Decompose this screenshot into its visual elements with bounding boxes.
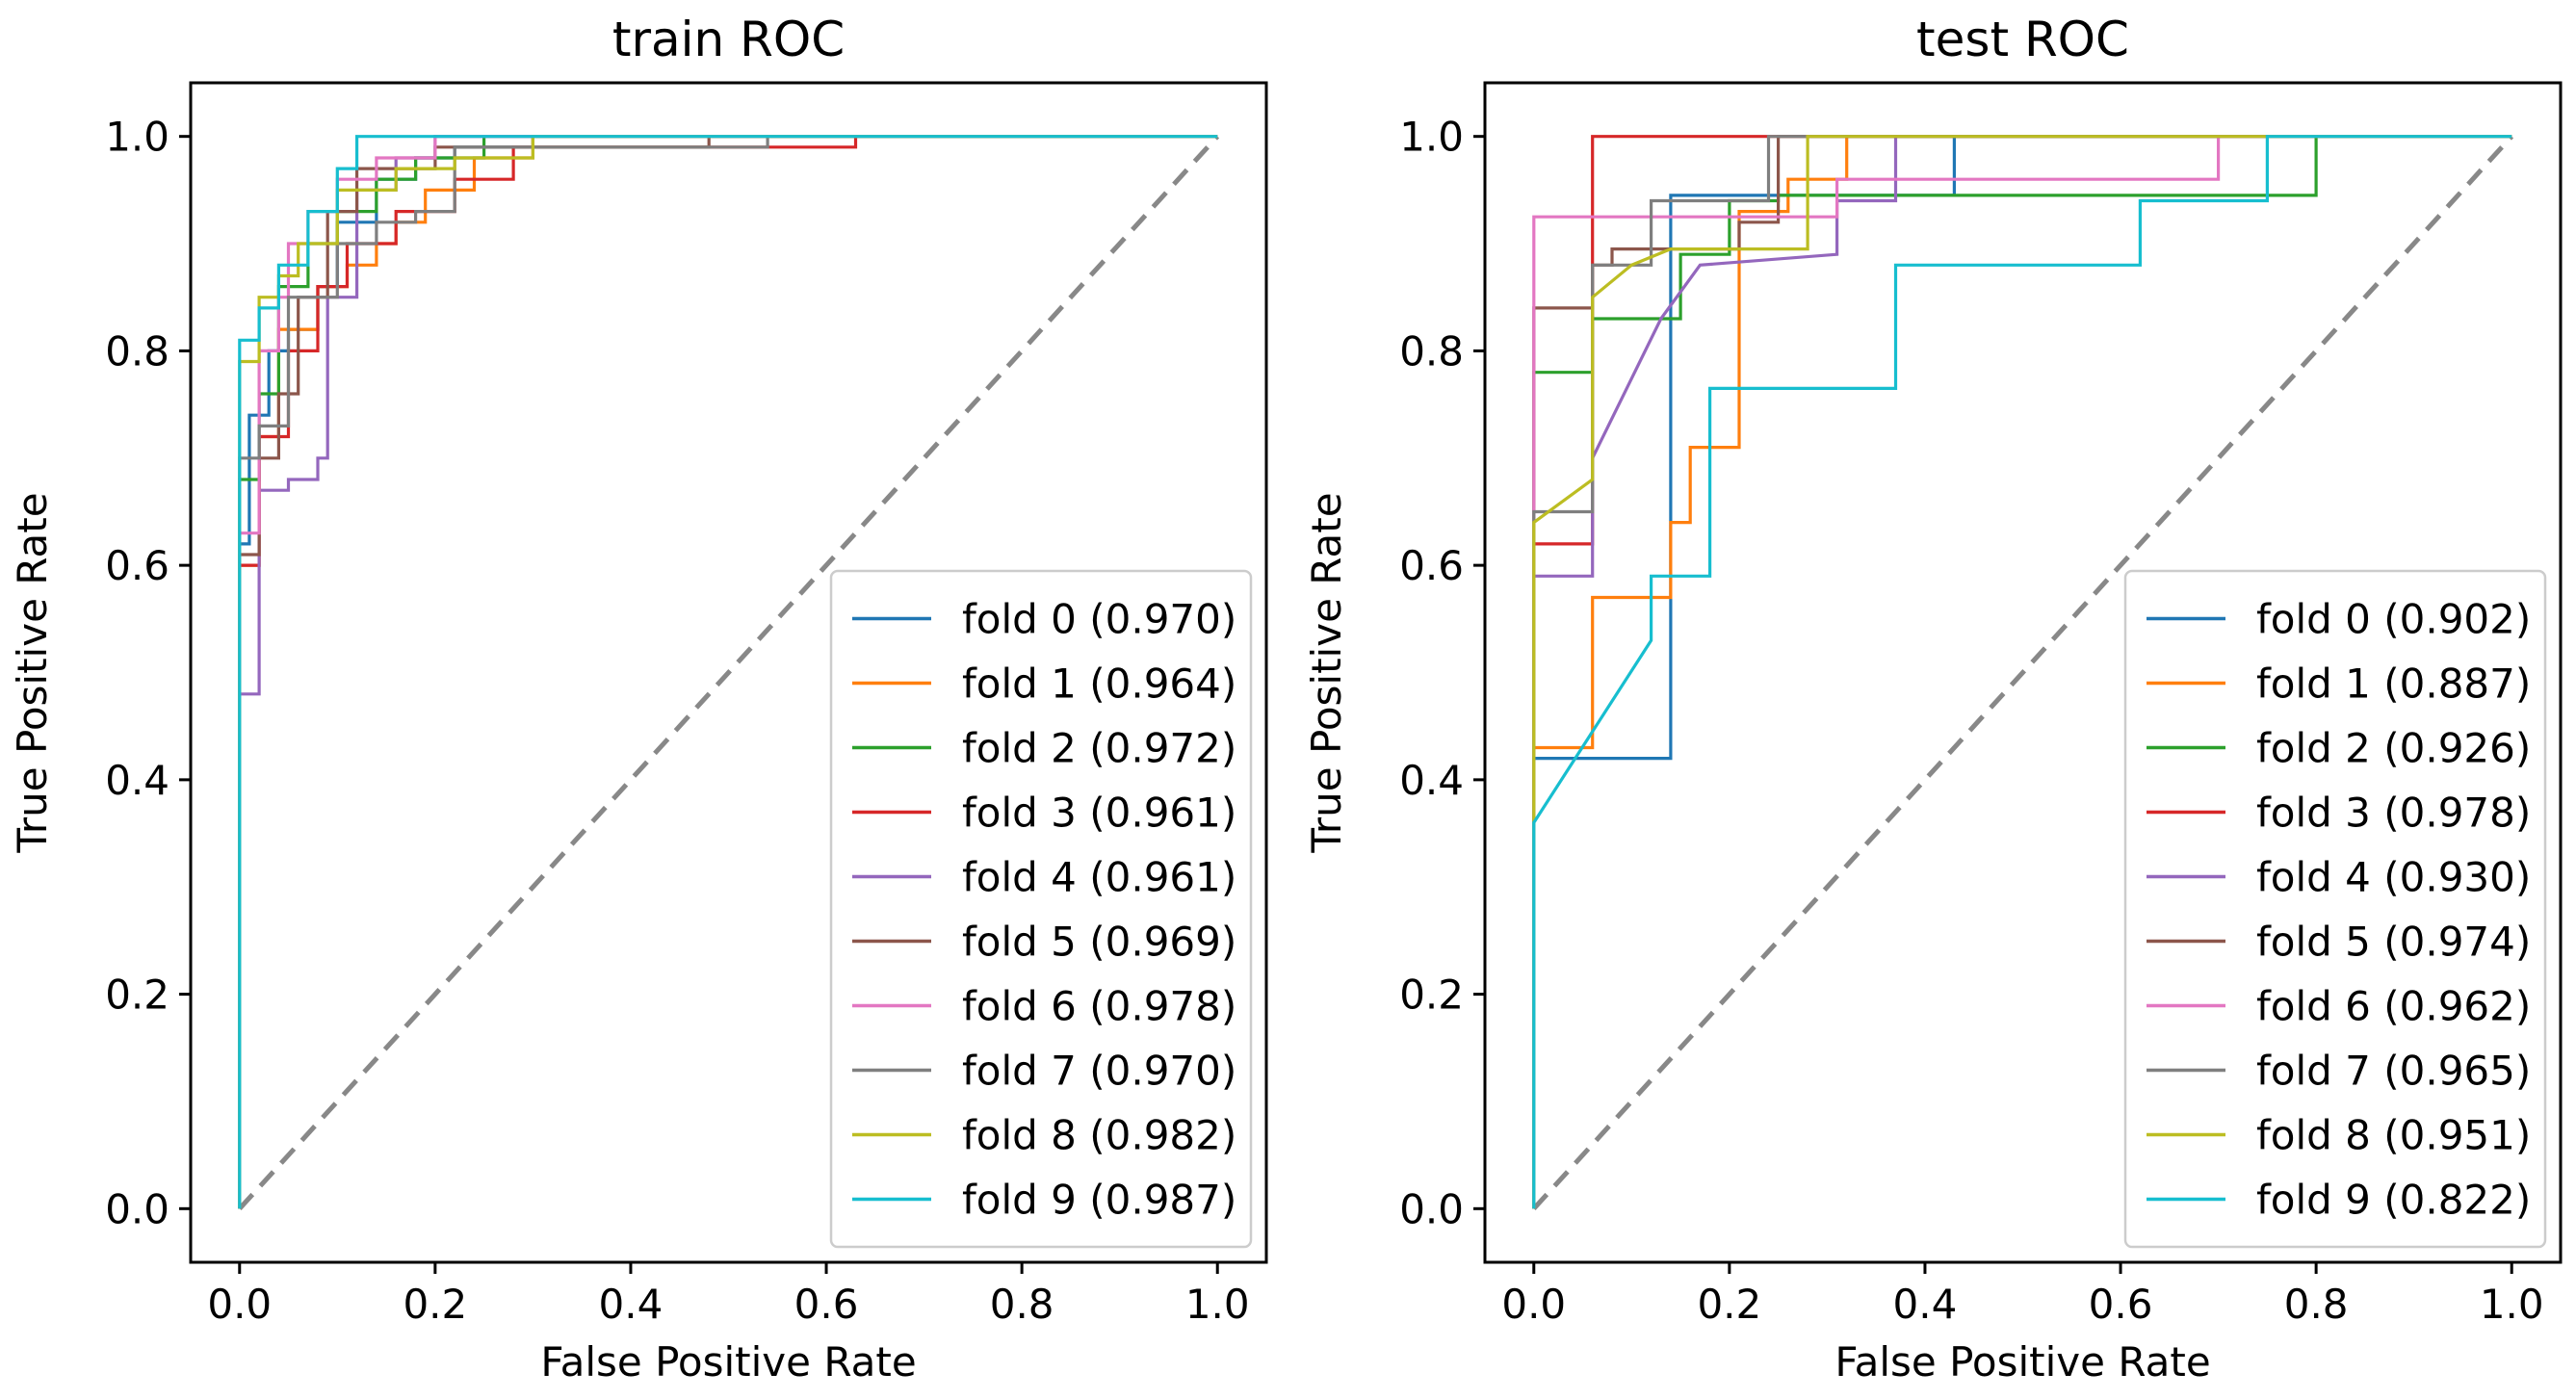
y-tick-label: 0.4: [1399, 757, 1464, 804]
x-tick-label: 1.0: [1185, 1281, 1250, 1328]
x-axis-label: False Positive Rate: [540, 1338, 916, 1386]
x-tick-label: 0.2: [403, 1281, 467, 1328]
chance-diagonal: [1531, 134, 2514, 1211]
x-axis-label: False Positive Rate: [1834, 1338, 2210, 1386]
roc-line-fold-9: [1532, 135, 2512, 1209]
legend-label: fold 1 (0.964): [962, 661, 1236, 708]
legend-label: fold 1 (0.887): [2256, 661, 2531, 708]
chance-diagonal: [237, 134, 1220, 1211]
y-tick-label: 0.6: [105, 542, 169, 589]
legend-label: fold 8 (0.951): [2256, 1112, 2531, 1159]
y-tick-label: 0.8: [1399, 327, 1464, 375]
x-tick-label: 1.0: [2480, 1281, 2544, 1328]
legend-label: fold 2 (0.972): [962, 725, 1236, 772]
y-axis-label: True Positive Rate: [1303, 492, 1350, 853]
plot-frame: [1483, 81, 2563, 1264]
roc-line-fold-9: [238, 135, 1218, 1209]
y-tick-label: 0.4: [105, 757, 169, 804]
legend-label: fold 2 (0.926): [2256, 725, 2531, 772]
train-roc-chart: train ROC 0.0 0.2 0.4 0.6 0.8 1.0 0.0 0.2 0.4 0.6 0…: [9, 12, 1268, 1386]
legend-label: fold 7 (0.965): [2256, 1048, 2531, 1095]
x-tick-label: 0.6: [794, 1281, 859, 1328]
legend-box: [829, 569, 1253, 1249]
roc-line-fold-5: [1532, 135, 2512, 1209]
x-tick-label: 0.0: [1501, 1281, 1566, 1328]
plot-frame: [189, 81, 1268, 1264]
legend-label: fold 4 (0.930): [2256, 854, 2531, 901]
legend-label: fold 0 (0.902): [2256, 596, 2531, 643]
legend-label: fold 5 (0.969): [962, 919, 1236, 966]
legend-label: fold 5 (0.974): [2256, 919, 2531, 966]
y-tick-label: 0.6: [1399, 542, 1464, 589]
legend-label: fold 8 (0.982): [962, 1112, 1236, 1159]
x-tick-label: 0.8: [990, 1281, 1054, 1328]
y-tick-label: 0.2: [105, 972, 169, 1019]
legend-box: [2123, 569, 2547, 1249]
y-tick-label: 0.0: [1399, 1185, 1464, 1232]
chart-title: test ROC: [1916, 12, 2129, 67]
x-tick-label: 0.2: [1697, 1281, 1761, 1328]
y-tick-label: 0.8: [105, 327, 169, 375]
legend-label: fold 3 (0.978): [2256, 790, 2531, 837]
legend-label: fold 3 (0.961): [962, 790, 1236, 837]
legend: fold 0 (0.902) fold 1 (0.887) fold 2 (0.92…: [2123, 569, 2547, 1249]
y-tick-label: 0.0: [105, 1185, 169, 1232]
legend-label: fold 6 (0.962): [2256, 983, 2531, 1030]
y-tick-label: 0.2: [1399, 972, 1464, 1019]
legend-label: fold 0 (0.970): [962, 596, 1236, 643]
chart-title: train ROC: [612, 12, 845, 67]
legend-label: fold 9 (0.987): [962, 1177, 1236, 1224]
roc-line-fold-1: [1532, 135, 2512, 1209]
x-tick-label: 0.6: [2089, 1281, 2153, 1328]
roc-line-fold-8: [1532, 135, 2512, 1209]
y-axis-label: True Positive Rate: [9, 492, 56, 853]
x-tick-label: 0.4: [1893, 1281, 1958, 1328]
legend-label: fold 6 (0.978): [962, 983, 1236, 1030]
roc-line-fold-7: [238, 135, 1218, 1209]
roc-line-fold-7: [1532, 135, 2512, 1209]
legend-label: fold 4 (0.961): [962, 854, 1236, 901]
y-tick-label: 1.0: [1399, 114, 1464, 161]
test-roc-chart: test ROC 0.0 0.2 0.4 0.6 0.8 1.0 0.0 0.2 0.4 0.6 0.…: [1303, 12, 2563, 1386]
x-tick-label: 0.4: [599, 1281, 664, 1328]
legend-label: fold 7 (0.970): [962, 1048, 1236, 1095]
legend: fold 0 (0.970) fold 1 (0.964) fold 2 (0.97…: [829, 569, 1253, 1249]
legend-label: fold 9 (0.822): [2256, 1177, 2531, 1224]
x-tick-label: 0.0: [207, 1281, 272, 1328]
x-tick-label: 0.8: [2284, 1281, 2349, 1328]
y-tick-label: 1.0: [105, 114, 169, 161]
